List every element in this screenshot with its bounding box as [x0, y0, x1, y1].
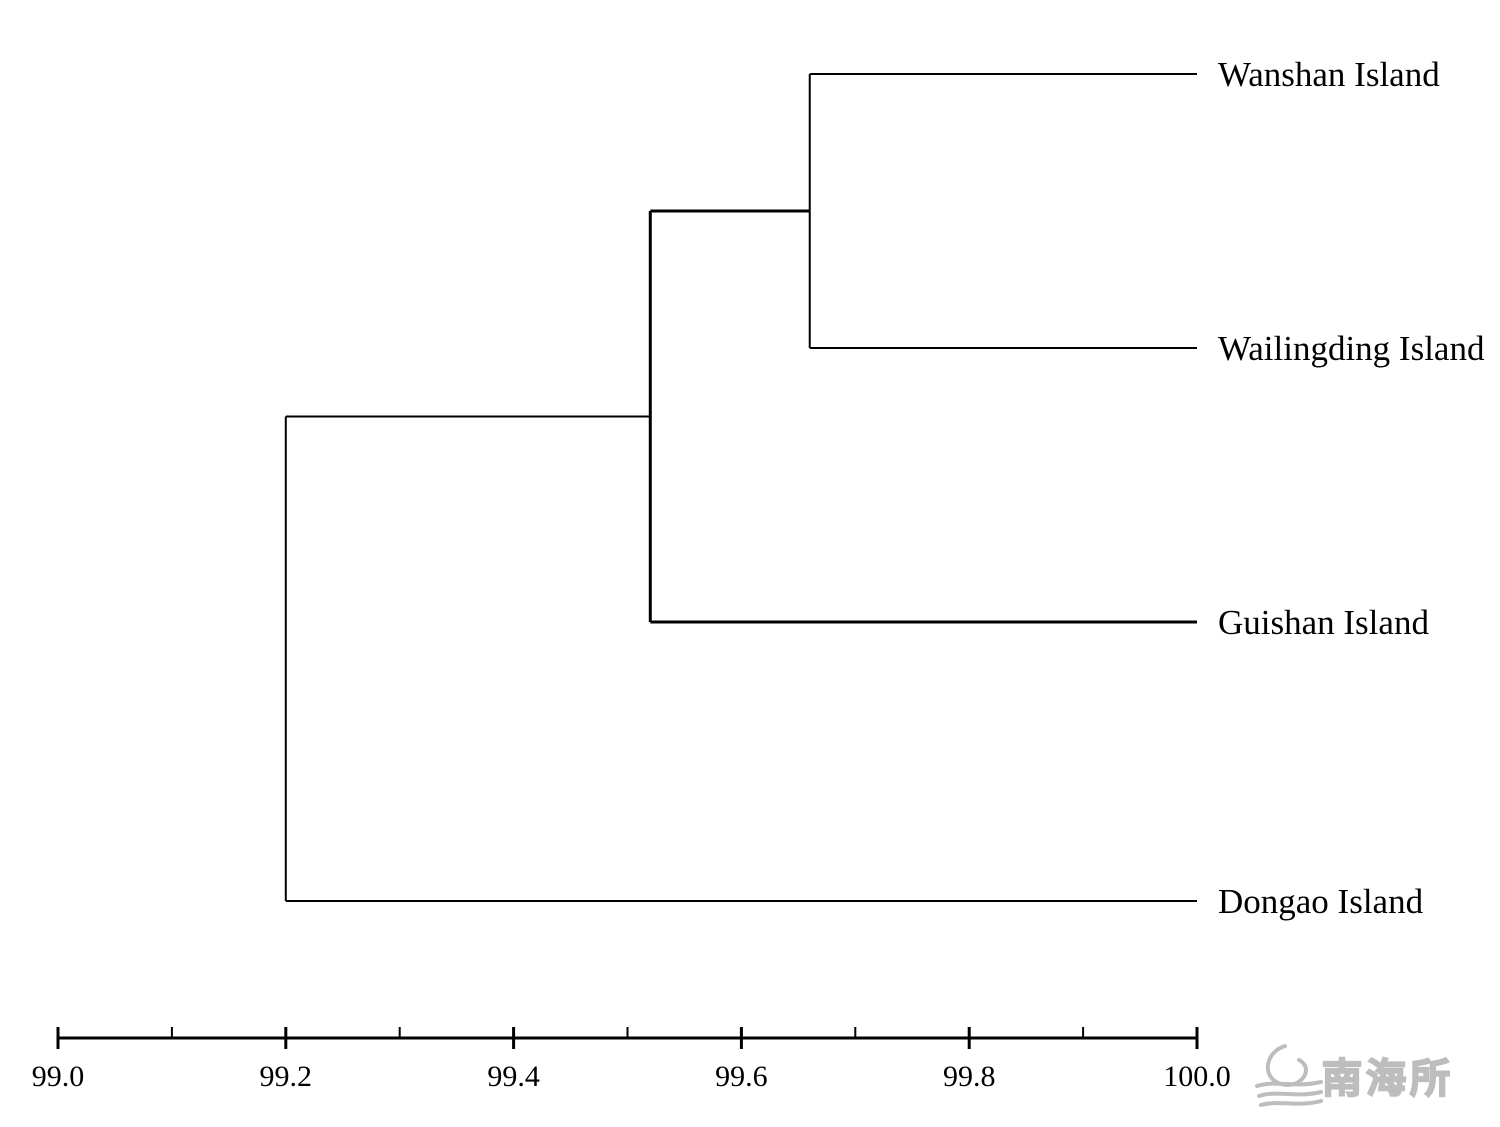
- watermark-text: 南海所: [1322, 1056, 1454, 1102]
- tick-label: 99.0: [32, 1060, 85, 1093]
- leaf-label: Wailingding Island: [1218, 329, 1485, 368]
- tick-label: 99.6: [715, 1060, 768, 1093]
- tick-label: 99.2: [260, 1060, 313, 1093]
- leaf-label: Guishan Island: [1218, 603, 1429, 642]
- tick-label: 99.4: [487, 1060, 540, 1093]
- tick-label: 99.8: [943, 1060, 996, 1093]
- watermark: 南海所: [1255, 1044, 1454, 1107]
- dendrogram-branches: [284, 73, 1197, 902]
- leaf-label: Wanshan Island: [1218, 55, 1440, 94]
- leaf-labels: Wanshan Island Wailingding Island Guishan …: [1218, 55, 1485, 921]
- leaf-label: Dongao Island: [1218, 882, 1424, 921]
- similarity-axis: 99.0 99.2 99.4 99.6 99.8 100.0: [32, 1027, 1231, 1093]
- tick-label: 100.0: [1163, 1060, 1231, 1093]
- watermark-logo-icon: [1255, 1044, 1323, 1107]
